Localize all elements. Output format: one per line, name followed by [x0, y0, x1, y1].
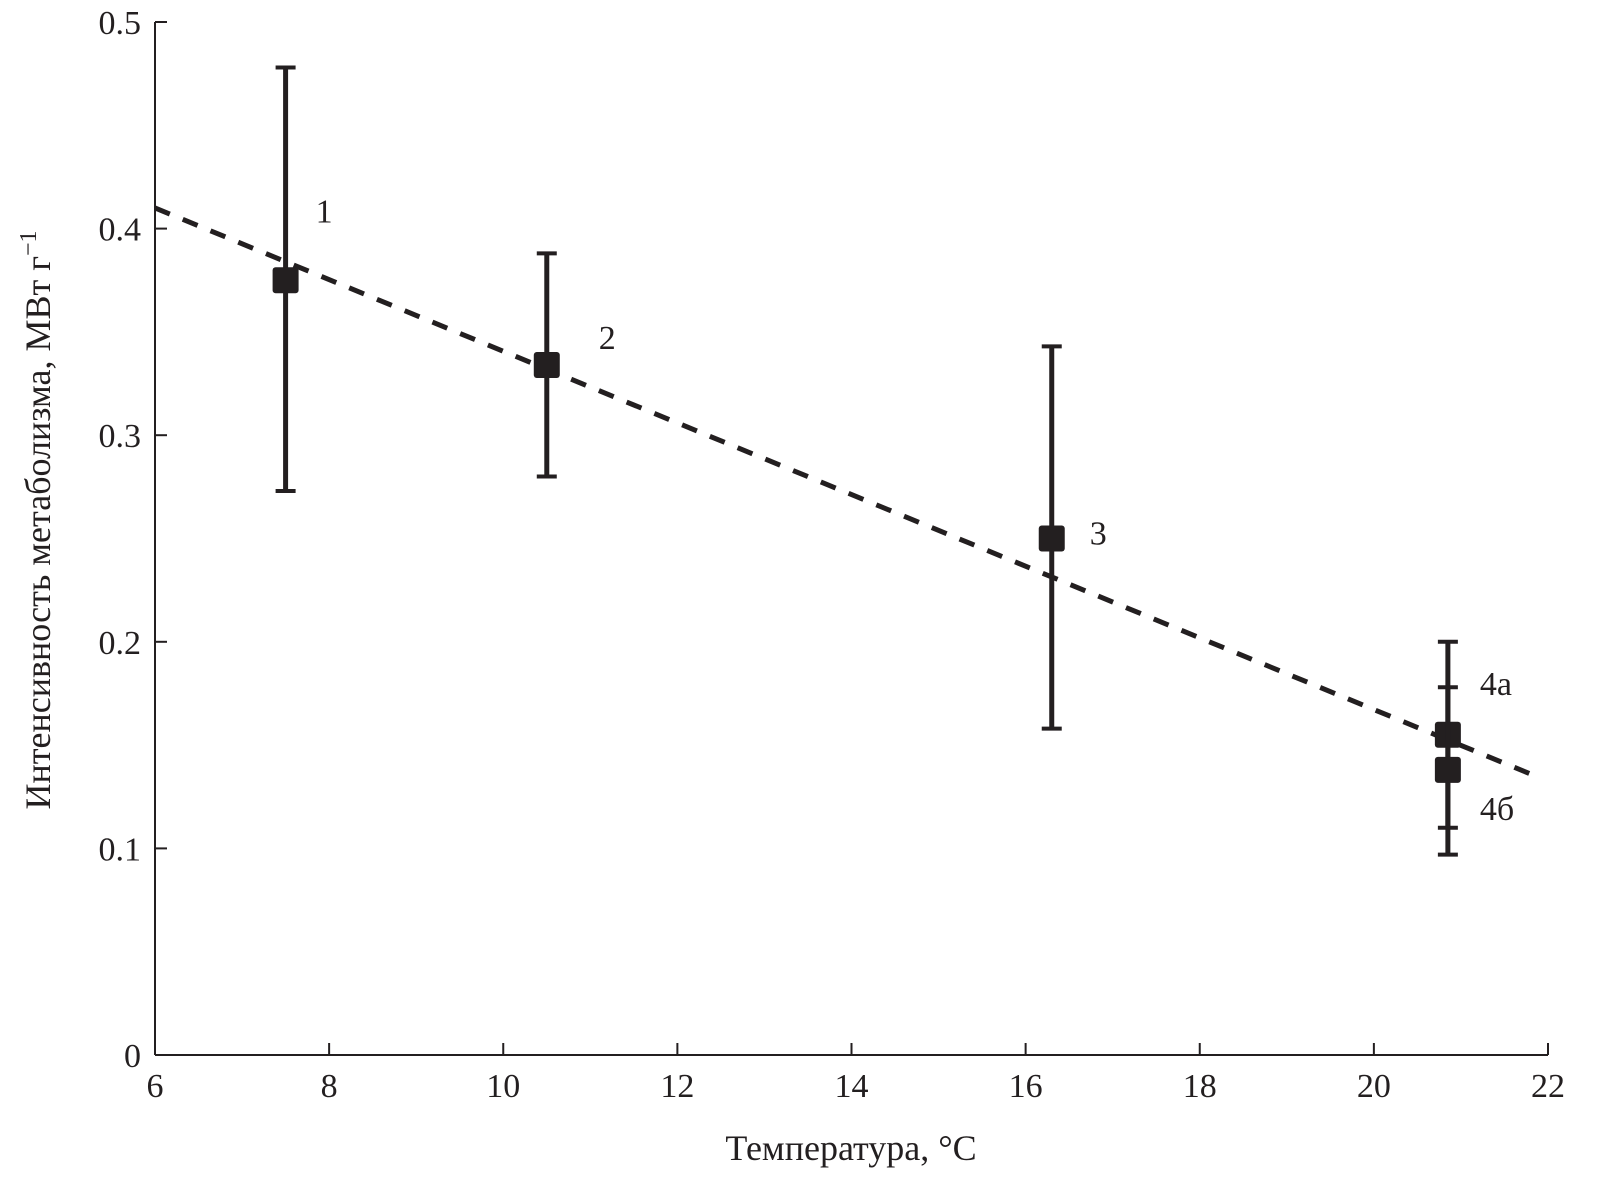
data-point [1434, 756, 1461, 783]
y-tick-label: 0.4 [99, 212, 142, 249]
points-group: 1 2 3 4а 4б [272, 65, 1514, 857]
y-tick-label: 0 [124, 1038, 141, 1075]
point-label: 1 [316, 193, 333, 230]
y-tick-label: 0.5 [99, 5, 142, 42]
x-tick-label: 10 [486, 1068, 520, 1105]
point-label: 2 [599, 320, 616, 357]
data-point [272, 267, 299, 294]
x-tick-label: 14 [835, 1068, 869, 1105]
y-axis-title-main: Интенсивность метаболизма, МВт г [18, 256, 58, 810]
trendline [154, 205, 1532, 777]
y-tick-label: 0.2 [99, 625, 142, 662]
data-point [533, 351, 560, 378]
x-tick-label: 18 [1183, 1068, 1217, 1105]
trendline-group [154, 205, 1532, 777]
x-tick-label: 16 [1009, 1068, 1043, 1105]
y-axis-title-sup: −1 [16, 230, 42, 256]
point-label: 4б [1480, 791, 1514, 828]
x-tick-label: 20 [1357, 1068, 1391, 1105]
data-point [1038, 525, 1065, 552]
y-tick-label: 0.3 [99, 418, 142, 455]
x-tick-label: 8 [321, 1068, 338, 1105]
x-tick-label: 22 [1531, 1068, 1565, 1105]
x-tick-label: 12 [660, 1068, 694, 1105]
y-axis-title: Интенсивность метаболизма, МВт г−1 [16, 230, 58, 809]
point-label: 3 [1090, 516, 1107, 553]
x-axis-title: Температура, °C [725, 1128, 976, 1168]
x-tick-label: 6 [147, 1068, 164, 1105]
point-label: 4а [1480, 666, 1512, 703]
y-tick-label: 0.1 [99, 831, 142, 868]
